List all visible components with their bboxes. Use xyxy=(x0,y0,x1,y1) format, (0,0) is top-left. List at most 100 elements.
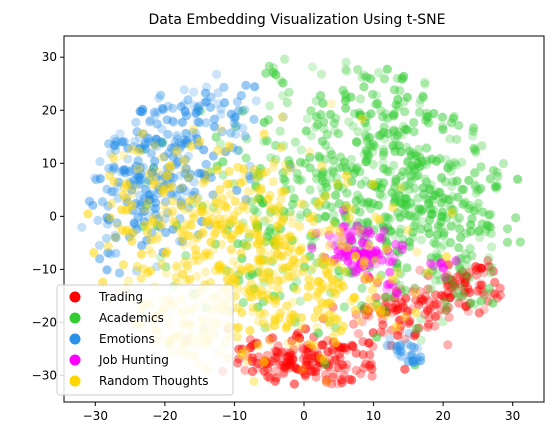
point xyxy=(347,340,357,350)
point xyxy=(264,256,274,266)
point xyxy=(279,240,289,250)
point xyxy=(318,188,328,198)
point xyxy=(444,195,454,205)
point xyxy=(157,220,167,230)
point xyxy=(385,167,395,177)
x-tick-label: 0 xyxy=(300,409,308,423)
point xyxy=(341,204,351,214)
point xyxy=(173,151,183,161)
point xyxy=(478,207,488,217)
point xyxy=(303,350,313,360)
point xyxy=(337,375,347,385)
point xyxy=(83,209,93,219)
point xyxy=(410,283,420,293)
point xyxy=(138,264,148,274)
point xyxy=(209,122,220,132)
point xyxy=(437,122,448,132)
point xyxy=(253,267,263,277)
point xyxy=(453,192,463,202)
point xyxy=(334,266,344,276)
point xyxy=(397,74,407,84)
point xyxy=(127,185,137,195)
point xyxy=(490,182,500,192)
point xyxy=(466,220,476,230)
point xyxy=(135,106,145,116)
point xyxy=(338,360,348,370)
point xyxy=(351,196,361,206)
point xyxy=(282,352,292,362)
point xyxy=(454,262,464,272)
point xyxy=(490,289,500,299)
point xyxy=(429,261,439,271)
point xyxy=(400,334,410,344)
point xyxy=(348,319,359,329)
point xyxy=(403,166,413,176)
point xyxy=(157,174,167,185)
point xyxy=(395,280,405,290)
point xyxy=(149,175,159,185)
point xyxy=(312,258,322,268)
point xyxy=(281,323,291,333)
point xyxy=(431,275,441,286)
point xyxy=(389,253,400,263)
point xyxy=(362,111,372,122)
point xyxy=(176,140,186,150)
point xyxy=(179,85,189,95)
point xyxy=(446,166,456,176)
point xyxy=(409,162,419,172)
point xyxy=(216,109,226,119)
point xyxy=(357,218,368,228)
point xyxy=(477,141,487,151)
point xyxy=(220,201,230,211)
point xyxy=(418,92,428,103)
point xyxy=(241,204,251,214)
point xyxy=(248,340,258,350)
point xyxy=(448,209,458,219)
point xyxy=(146,220,156,230)
legend: Trading Academics Emotions Job Hunting Rando… xyxy=(56,284,234,396)
point xyxy=(406,171,416,181)
point xyxy=(425,204,436,214)
point xyxy=(327,274,338,284)
point xyxy=(422,177,432,187)
point xyxy=(270,205,280,215)
point xyxy=(341,64,351,74)
point xyxy=(89,248,99,258)
point xyxy=(392,267,402,277)
point xyxy=(439,230,449,241)
point xyxy=(362,274,372,284)
point xyxy=(330,216,340,226)
point xyxy=(420,174,430,184)
point xyxy=(306,106,316,116)
point xyxy=(318,284,328,294)
point xyxy=(136,169,146,180)
point xyxy=(88,200,98,210)
point xyxy=(289,310,299,320)
point xyxy=(301,345,311,355)
point xyxy=(368,160,378,170)
point xyxy=(235,178,245,188)
point xyxy=(466,226,476,237)
point xyxy=(436,173,446,183)
point xyxy=(263,194,273,204)
point xyxy=(447,275,457,285)
point xyxy=(137,129,147,139)
point xyxy=(270,245,280,255)
point xyxy=(432,186,442,197)
point xyxy=(349,292,359,302)
point xyxy=(181,128,191,139)
point xyxy=(332,173,342,183)
point xyxy=(324,317,334,327)
point xyxy=(381,310,391,320)
point xyxy=(313,328,323,338)
point xyxy=(461,302,471,312)
point xyxy=(278,168,288,178)
point xyxy=(332,179,342,189)
point xyxy=(180,168,190,179)
point xyxy=(146,189,156,199)
point xyxy=(442,270,452,280)
point xyxy=(277,275,288,285)
point xyxy=(279,251,289,261)
point xyxy=(473,226,483,236)
point xyxy=(252,231,262,241)
